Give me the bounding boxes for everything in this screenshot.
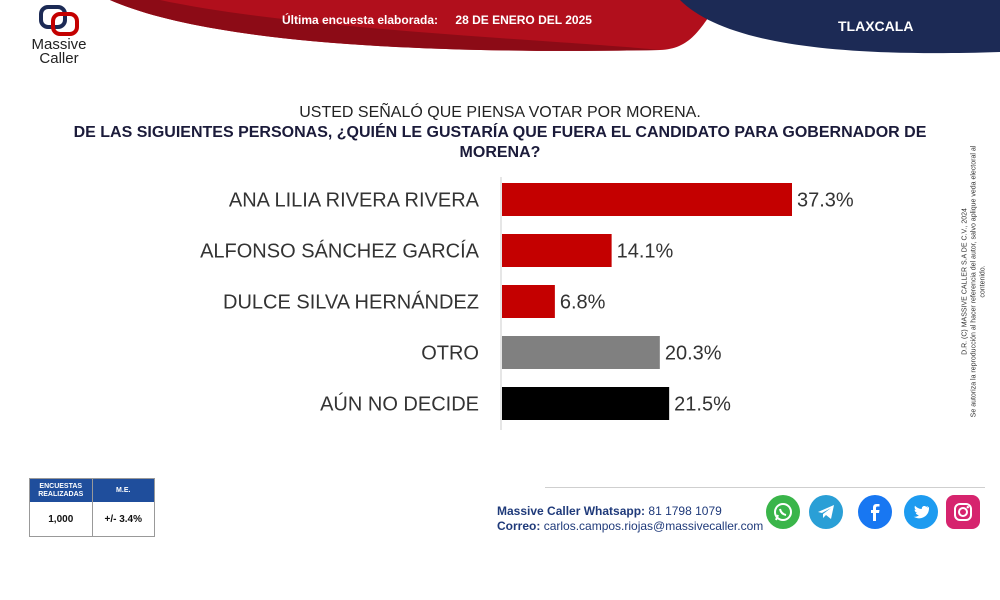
category-label-3: OTRO (421, 343, 479, 365)
value-label-1: 14.1% (617, 241, 674, 263)
bar-0 (502, 183, 792, 216)
value-label-2: 6.8% (560, 292, 606, 314)
value-label-0: 37.3% (797, 190, 854, 212)
facebook-icon[interactable] (858, 495, 892, 529)
reproduction-line: Se autoriza la reproducción al hacer ref… (970, 145, 987, 418)
surveys-value: 1,000 (48, 513, 74, 525)
value-label-3: 20.3% (665, 343, 722, 365)
survey-date-value: 28 DE ENERO DEL 2025 (455, 13, 592, 27)
whatsapp-number[interactable]: 81 1798 1079 (648, 504, 722, 518)
logo-text-top: Massive (31, 36, 87, 53)
instagram-icon[interactable] (946, 495, 980, 529)
massive-caller-logo: Massive Caller (28, 4, 90, 74)
bar-3 (502, 336, 660, 369)
logo-icon (39, 5, 79, 36)
email-link[interactable]: carlos.campos.riojas@massivecaller.com (543, 519, 764, 533)
whatsapp-icon[interactable] (766, 495, 800, 529)
category-label-1: ALFONSO SÁNCHEZ GARCÍA (200, 240, 480, 263)
surveys-header: ENCUESTAS REALIZADAS (38, 482, 84, 498)
whatsapp-label: Massive Caller Whatsapp: (497, 504, 646, 518)
question-title: DE LAS SIGUIENTES PERSONAS, ¿QUIÉN LE GU… (73, 124, 927, 161)
logo-text-bottom: Caller (39, 50, 79, 67)
bar-4 (502, 387, 670, 420)
category-label-2: DULCE SILVA HERNÁNDEZ (223, 291, 479, 314)
category-label-4: AÚN NO DECIDE (320, 393, 479, 416)
survey-stats-table: ENCUESTAS REALIZADAS M.E. 1,000 +/- 3.4% (29, 478, 155, 537)
footer-divider (545, 487, 985, 488)
survey-date-line: Última encuesta elaborada: 28 DE ENERO D… (282, 13, 592, 27)
question-intro: USTED SEÑALÓ QUE PIENSA VOTAR POR MORENA… (299, 104, 701, 121)
copyright-note: D.R. (C) MASSIVE CALLER S.A DE C.V., 202… (961, 142, 988, 422)
bar-1 (502, 234, 612, 267)
survey-date-label: Última encuesta elaborada: (282, 13, 439, 27)
value-label-4: 21.5% (674, 394, 731, 416)
contact-info: Massive Caller Whatsapp: 81 1798 1079 Co… (497, 504, 763, 534)
telegram-icon[interactable] (809, 495, 843, 529)
email-label: Correo: (497, 519, 541, 533)
copyright-line: D.R. (C) MASSIVE CALLER S.A DE C.V., 202… (961, 208, 969, 355)
twitter-icon[interactable] (904, 495, 938, 529)
margin-error-header: M.E. (91, 479, 155, 502)
bar-2 (502, 285, 555, 318)
region-label: TLAXCALA (838, 18, 914, 34)
category-label-0: ANA LILIA RIVERA RIVERA (229, 190, 480, 212)
margin-error-value: +/- 3.4% (91, 502, 155, 536)
